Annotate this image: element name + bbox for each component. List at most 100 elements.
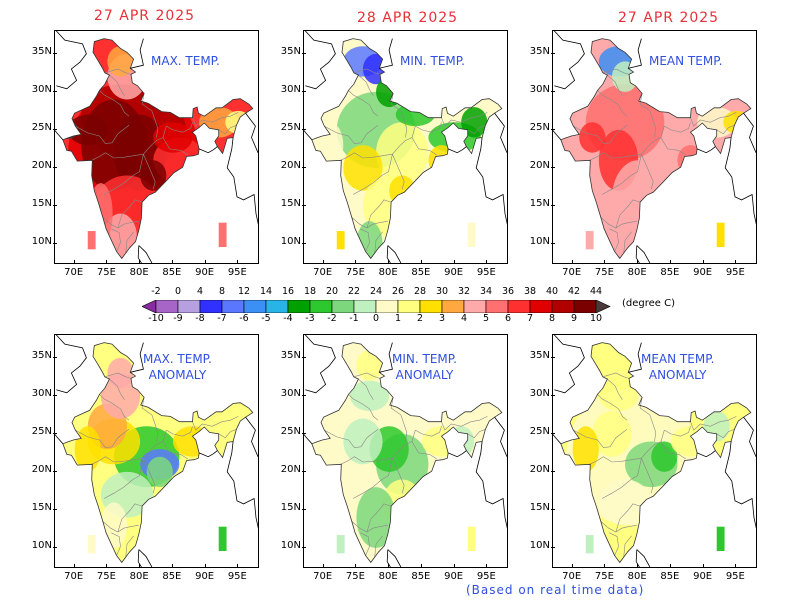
state-boundary [602, 68, 630, 75]
lat-tick-label: 35N [529, 45, 550, 57]
lon-tick-label: 90E [693, 267, 713, 278]
lon-tick-label: 70E [64, 267, 84, 278]
lon-tick-label: 75E [96, 267, 116, 278]
state-boundary [660, 441, 687, 460]
lon-tick [73, 260, 75, 264]
lat-tick [53, 204, 57, 206]
lon-tick [735, 564, 737, 568]
state-boundary [609, 228, 619, 252]
coastline [130, 342, 144, 373]
colorbar-segment [485, 300, 509, 313]
colorbar-anomaly-tick-label: -10 [148, 313, 164, 324]
map-mina: MIN. TEMP. ANOMALY [303, 334, 508, 568]
colorbar-min-arrow [142, 300, 157, 313]
coastline [386, 549, 391, 567]
colorbar-segment [441, 300, 465, 313]
coastline [137, 245, 142, 263]
lon-tick [669, 260, 671, 264]
lon-tick [204, 564, 206, 568]
colorbar-segment [177, 300, 201, 313]
value-region [592, 232, 606, 259]
coastline [696, 146, 716, 154]
coastline [553, 434, 562, 445]
state-boundary [141, 93, 159, 138]
coastline [304, 130, 313, 141]
lakshadweep-islands [87, 535, 96, 554]
lat-tick [551, 546, 555, 548]
lat-tick-label: 25N [529, 121, 550, 133]
state-boundary [351, 521, 388, 533]
lat-tick-label: 35N [280, 349, 301, 361]
lat-tick [53, 356, 57, 358]
colorbar-tick-label: 42 [567, 286, 581, 297]
state-boundary [75, 125, 130, 144]
lon-tick-label: 80E [378, 267, 398, 278]
lakshadweep-islands [585, 535, 594, 554]
map-mean: MEAN TEMP. [552, 30, 757, 264]
coastline [635, 245, 640, 263]
lat-tick-label: 20N [529, 463, 550, 475]
map-label-line: MEAN TEMP. [649, 54, 723, 68]
lon-tick [204, 260, 206, 264]
coastline [138, 245, 153, 263]
state-boundary [166, 426, 193, 437]
coastline [494, 416, 507, 457]
state-boundary [390, 93, 408, 138]
state-boundary [441, 112, 488, 127]
lon-tick [637, 260, 639, 264]
lon-tick [355, 260, 357, 264]
lon-tick [637, 564, 639, 568]
lon-tick-label: 95E [227, 267, 247, 278]
colorbar-tick-label: 34 [479, 286, 493, 297]
lat-tick [302, 166, 306, 168]
lat-tick-label: 10N [529, 539, 550, 551]
lon-tick [237, 260, 239, 264]
lat-tick [53, 52, 57, 54]
colorbar-anomaly-tick-label: 1 [394, 313, 402, 324]
colorbar-segment [419, 300, 443, 313]
map-label-line: MIN. TEMP. [400, 54, 465, 68]
colorbar-tick-label: 8 [218, 286, 226, 297]
colorbar-anomaly-tick-label: 8 [548, 313, 556, 324]
state-boundary [109, 378, 125, 400]
lat-tick [53, 432, 57, 434]
country-outline [560, 38, 752, 260]
lat-tick [551, 166, 555, 168]
state-boundary [340, 430, 416, 465]
coastline [628, 38, 642, 69]
colorbar-segment [221, 300, 245, 313]
lat-tick-label: 35N [529, 349, 550, 361]
state-boundary [109, 74, 125, 96]
lat-tick-label: 15N [280, 501, 301, 513]
lakshadweep-islands [585, 231, 594, 250]
state-boundary [353, 372, 381, 379]
state-boundary [351, 217, 388, 229]
lat-tick [302, 204, 306, 206]
lon-tick [171, 260, 173, 264]
lon-tick-label: 70E [313, 267, 333, 278]
panel-date: 27 APR 2025 [94, 8, 196, 24]
map-canvas [304, 31, 507, 263]
lat-tick [53, 470, 57, 472]
colorbar-tick-label: 44 [589, 286, 603, 297]
map-label: MEAN TEMP. ANOMALY [641, 351, 714, 383]
state-boundary [143, 458, 156, 494]
lat-tick-label: 35N [280, 45, 301, 57]
coastline [55, 434, 64, 445]
value-region [343, 418, 383, 465]
lon-tick-label: 75E [594, 267, 614, 278]
panel-date: 27 APR 2025 [618, 10, 720, 26]
value-region [376, 122, 429, 184]
state-boundary [390, 397, 408, 442]
colorbar-segment [397, 300, 421, 313]
state-boundary [358, 74, 374, 96]
map-maxa: MAX. TEMP. ANOMALY [54, 334, 259, 568]
value-region [107, 357, 134, 389]
state-boundary [639, 397, 657, 442]
coastline [138, 549, 153, 567]
state-boundary [623, 231, 632, 254]
value-region [74, 426, 101, 472]
lon-tick [702, 564, 704, 568]
lat-tick-label: 35N [31, 45, 52, 57]
map-label-line: ANOMALY [395, 368, 454, 382]
